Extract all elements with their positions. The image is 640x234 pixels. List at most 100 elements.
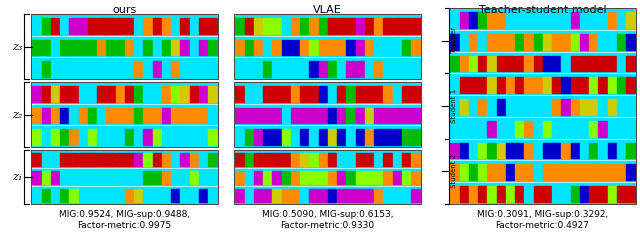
Bar [580, 121, 588, 137]
Bar [365, 154, 374, 166]
Bar [497, 34, 505, 50]
Bar [468, 55, 477, 71]
Bar [235, 169, 420, 185]
Bar [497, 186, 505, 202]
Bar [60, 86, 68, 102]
Bar [451, 12, 459, 28]
Bar [97, 40, 106, 55]
Bar [116, 18, 124, 34]
Bar [319, 108, 327, 123]
Bar [506, 77, 515, 93]
Bar [254, 129, 262, 145]
Bar [32, 18, 41, 34]
Bar [235, 105, 420, 124]
Bar [208, 61, 217, 77]
Bar [51, 171, 60, 184]
Bar [32, 37, 217, 56]
Bar [626, 121, 635, 137]
Bar [328, 171, 337, 184]
Bar [32, 108, 41, 123]
Bar [199, 154, 207, 166]
Bar [468, 143, 477, 158]
Bar [374, 108, 383, 123]
Bar [291, 108, 300, 123]
Bar [282, 86, 290, 102]
Bar [88, 40, 97, 55]
Bar [208, 189, 217, 202]
Bar [497, 143, 505, 158]
Bar [449, 8, 636, 204]
Bar [552, 165, 561, 180]
Bar [79, 40, 87, 55]
Bar [337, 189, 346, 202]
Bar [497, 55, 505, 71]
Bar [171, 18, 180, 34]
Bar [134, 40, 143, 55]
Bar [392, 61, 401, 77]
Bar [460, 143, 468, 158]
Bar [515, 55, 524, 71]
Bar [580, 77, 588, 93]
Bar [116, 154, 124, 166]
Bar [254, 86, 262, 102]
Bar [451, 55, 459, 71]
Bar [31, 150, 218, 204]
Bar [365, 189, 374, 202]
Bar [392, 129, 401, 145]
Bar [487, 121, 496, 137]
Bar [543, 143, 552, 158]
Bar [309, 86, 318, 102]
Bar [171, 86, 180, 102]
Bar [32, 189, 41, 202]
Bar [337, 18, 346, 34]
Bar [143, 154, 152, 166]
Bar [125, 171, 134, 184]
Bar [450, 9, 635, 29]
Bar [561, 77, 570, 93]
Bar [236, 61, 244, 77]
Bar [402, 171, 410, 184]
Bar [506, 143, 515, 158]
Bar [31, 82, 218, 147]
Bar [32, 40, 41, 55]
Bar [450, 53, 635, 72]
Bar [32, 171, 41, 184]
Text: z₃: z₃ [12, 41, 22, 51]
Bar [468, 77, 477, 93]
Bar [346, 86, 355, 102]
Bar [162, 129, 170, 145]
Bar [282, 189, 290, 202]
Bar [374, 61, 383, 77]
Bar [244, 171, 253, 184]
Bar [116, 171, 124, 184]
Bar [534, 121, 542, 137]
Bar [570, 165, 579, 180]
Bar [291, 86, 300, 102]
Text: Student 2: Student 2 [451, 154, 457, 188]
Bar [524, 186, 533, 202]
Bar [69, 171, 78, 184]
Bar [309, 154, 318, 166]
Bar [309, 40, 318, 55]
Bar [580, 34, 588, 50]
Bar [244, 86, 253, 102]
Bar [272, 189, 281, 202]
Bar [134, 18, 143, 34]
Bar [328, 40, 337, 55]
Bar [487, 99, 496, 115]
Bar [392, 86, 401, 102]
Bar [487, 12, 496, 28]
Bar [580, 55, 588, 71]
Bar [143, 86, 152, 102]
Bar [543, 12, 552, 28]
Bar [208, 40, 217, 55]
Bar [88, 171, 97, 184]
Bar [272, 171, 281, 184]
Bar [272, 86, 281, 102]
Bar [383, 154, 392, 166]
Bar [552, 34, 561, 50]
Bar [291, 129, 300, 145]
Bar [515, 77, 524, 93]
Bar [69, 108, 78, 123]
Bar [487, 77, 496, 93]
